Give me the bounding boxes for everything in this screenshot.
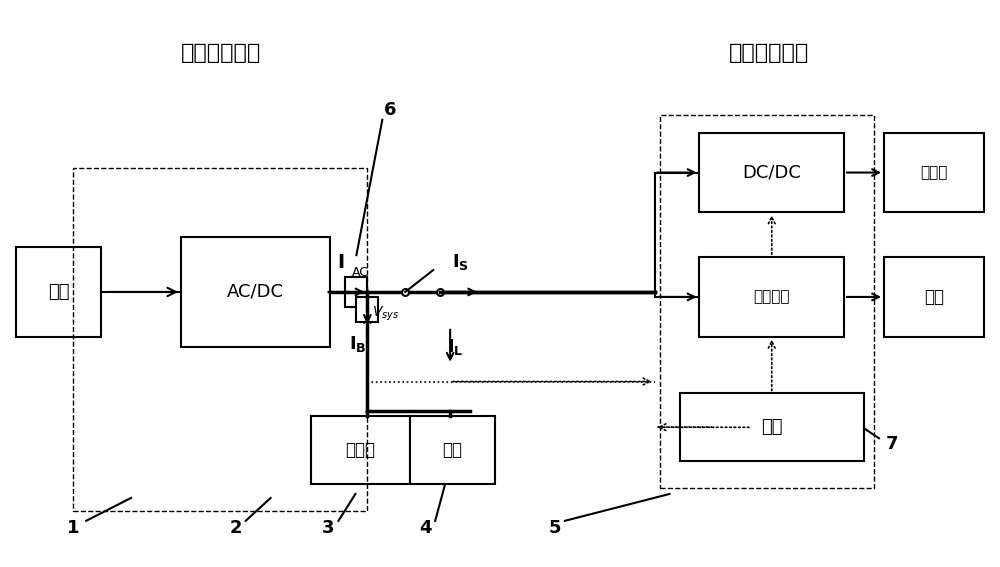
Text: 负载: 负载 xyxy=(443,441,463,459)
Bar xyxy=(699,257,844,337)
Text: $\mathbf{I_L}$: $\mathbf{I_L}$ xyxy=(447,337,463,357)
Text: 1: 1 xyxy=(67,519,79,537)
Text: DC/DC: DC/DC xyxy=(742,163,801,181)
Text: 市电供电系统: 市电供电系统 xyxy=(181,43,261,63)
Text: 3: 3 xyxy=(322,519,335,537)
Text: 监控: 监控 xyxy=(761,418,782,436)
Text: $\mathbf{I_S}$: $\mathbf{I_S}$ xyxy=(452,252,469,272)
Text: $\mathbf{I}$: $\mathbf{I}$ xyxy=(337,253,344,272)
Text: 转换模块: 转换模块 xyxy=(753,289,790,304)
Text: 7: 7 xyxy=(886,435,898,453)
Bar xyxy=(884,257,984,337)
Text: 4: 4 xyxy=(419,519,431,537)
Bar xyxy=(345,277,367,307)
Text: 5: 5 xyxy=(549,519,561,537)
Bar xyxy=(884,133,984,213)
Bar xyxy=(16,247,101,337)
Text: $V_{sys}$: $V_{sys}$ xyxy=(372,304,400,323)
Text: 风光发电系统: 风光发电系统 xyxy=(729,43,809,63)
Bar xyxy=(311,416,410,484)
Text: 2: 2 xyxy=(229,519,242,537)
Bar xyxy=(660,115,874,488)
Text: AC/DC: AC/DC xyxy=(227,283,284,301)
Bar xyxy=(410,416,495,484)
Bar xyxy=(181,237,330,346)
Bar xyxy=(699,133,844,213)
Text: 市电: 市电 xyxy=(48,283,69,301)
Text: 风能: 风能 xyxy=(924,288,944,306)
Text: 6: 6 xyxy=(384,101,397,119)
Text: 太阳能: 太阳能 xyxy=(920,165,947,180)
Text: 蓄电池: 蓄电池 xyxy=(345,441,375,459)
Text: $\mathbf{I_B}$: $\mathbf{I_B}$ xyxy=(349,334,366,354)
Bar xyxy=(680,393,864,461)
Text: AC: AC xyxy=(352,265,369,278)
Bar xyxy=(356,297,378,322)
Bar xyxy=(73,168,367,511)
